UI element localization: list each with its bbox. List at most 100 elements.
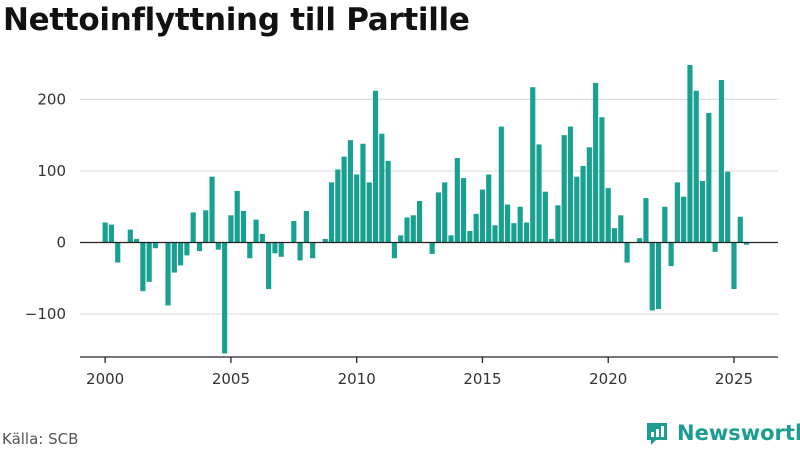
bar [649, 242, 655, 311]
bar [385, 160, 391, 243]
gridlines [80, 98, 778, 315]
bar [259, 233, 265, 243]
bar [240, 211, 247, 243]
bar [668, 242, 674, 267]
bar [611, 228, 618, 243]
bar [203, 210, 209, 243]
bar [190, 212, 196, 243]
bar [366, 182, 372, 243]
bar [605, 188, 611, 243]
bar [505, 204, 511, 243]
bar [278, 242, 284, 257]
bar [215, 242, 221, 250]
bar [310, 242, 316, 259]
bar [706, 112, 712, 243]
bar [523, 222, 530, 243]
bar [517, 206, 523, 243]
bar [699, 180, 706, 243]
bar [335, 169, 341, 243]
bar [416, 200, 423, 243]
axes: −100 0 100 200 2000 2005 2010 2015 2020 2025 [25, 90, 778, 388]
bar [479, 189, 486, 243]
bar-series [102, 65, 750, 354]
bar [297, 242, 303, 261]
bar [593, 82, 599, 243]
bar [687, 65, 693, 243]
x-tick-label: 2015 [463, 370, 501, 388]
bar [567, 126, 574, 243]
bar [461, 178, 467, 243]
bar [693, 90, 699, 243]
newsworthy-logo-icon [647, 423, 667, 445]
chart-title: Nettoinflyttning till Partille [3, 2, 470, 38]
bar [473, 213, 479, 243]
bar [731, 242, 737, 290]
bar [196, 242, 203, 252]
x-tick-label: 2010 [338, 370, 376, 388]
bar [209, 176, 215, 243]
bar [561, 135, 567, 243]
bar [542, 191, 548, 243]
bar [674, 182, 680, 243]
bar [360, 143, 366, 243]
bar [228, 215, 234, 243]
bar [391, 242, 397, 259]
y-tick-label: 100 [37, 162, 66, 180]
x-tick-label: 2000 [86, 370, 124, 388]
x-tick-label: 2025 [715, 370, 753, 388]
bar [618, 215, 624, 243]
bar [253, 219, 259, 243]
bar [725, 171, 731, 243]
bar [328, 182, 335, 243]
bar [486, 174, 492, 243]
bar [102, 222, 108, 243]
bar [681, 196, 687, 243]
bar [341, 156, 347, 243]
bar [718, 80, 724, 243]
x-tick-label: 2005 [212, 370, 250, 388]
bar [178, 242, 184, 266]
bar [222, 242, 228, 354]
bar [643, 198, 649, 243]
bar [498, 126, 504, 243]
bar [580, 165, 586, 243]
bar [467, 231, 473, 243]
bar [266, 242, 272, 290]
bar [165, 242, 171, 306]
bar [410, 215, 416, 243]
bar [549, 238, 555, 243]
bar [234, 190, 240, 243]
bar [574, 176, 580, 243]
y-tick-label: 200 [37, 90, 66, 108]
bar [108, 224, 115, 243]
bar [398, 235, 404, 243]
bar [662, 206, 668, 243]
bar [354, 174, 360, 243]
bar [712, 242, 718, 252]
y-tick-label: −100 [25, 305, 66, 323]
bar [586, 147, 592, 243]
y-tick-label: 0 [56, 233, 66, 251]
bar [599, 117, 605, 243]
bar [247, 242, 253, 259]
bar [511, 223, 517, 243]
brand-name: Newsworthy [677, 421, 800, 445]
bar [530, 87, 536, 243]
bar [115, 242, 121, 263]
bar [492, 225, 498, 243]
brand-logo: Newsworthy [644, 420, 800, 446]
bar [536, 144, 542, 243]
bar [322, 238, 328, 243]
bar [379, 133, 385, 243]
bar [429, 242, 435, 254]
bar [442, 182, 448, 243]
bar [127, 229, 133, 243]
bar [555, 205, 561, 243]
bar [171, 242, 177, 273]
bar [624, 242, 630, 263]
bar [152, 242, 159, 249]
bar [637, 238, 643, 243]
bar [134, 238, 140, 243]
bar [737, 216, 743, 243]
